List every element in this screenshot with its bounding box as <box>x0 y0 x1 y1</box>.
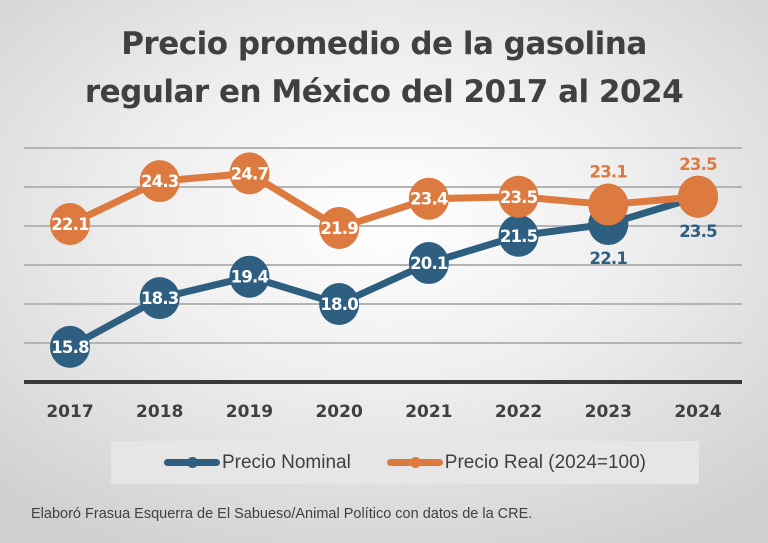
x-tick-label: 2020 <box>315 402 362 422</box>
x-tick-label: 2024 <box>674 402 721 422</box>
data-label: 24.7 <box>231 164 269 183</box>
chart-title: Precio promedio de la gasolina regular e… <box>0 20 768 116</box>
data-point <box>139 277 180 320</box>
data-point <box>498 214 539 257</box>
data-point <box>229 255 270 298</box>
data-label: 23.5 <box>679 155 717 174</box>
data-label: 22.1 <box>51 215 89 234</box>
data-label: 18.0 <box>320 295 358 314</box>
data-point <box>50 203 90 246</box>
data-label: 22.1 <box>590 249 628 268</box>
data-point <box>588 183 629 226</box>
data-point <box>50 325 90 368</box>
legend-label-nominal: Precio Nominal <box>221 451 351 473</box>
legend-marker-real <box>386 456 443 468</box>
data-label: 23.4 <box>410 190 448 209</box>
x-tick-label: 2023 <box>585 402 632 422</box>
data-label: 21.5 <box>500 227 538 246</box>
title-line-1: Precio promedio de la gasolina <box>121 26 647 62</box>
data-point <box>408 177 449 220</box>
x-tick-label: 2018 <box>136 402 183 422</box>
data-label: 23.5 <box>500 188 538 207</box>
source-note: Elaboró Frasua Esquerra de El Sabueso/An… <box>31 506 533 522</box>
legend: Precio Nominal Precio Real (2024=100) <box>111 441 699 484</box>
data-point <box>408 242 449 285</box>
data-point <box>319 206 360 249</box>
data-label: 20.1 <box>410 254 448 273</box>
data-label: 23.5 <box>679 222 717 241</box>
legend-item-real[interactable]: Precio Real (2024=100) <box>386 451 647 474</box>
title-line-2: regular en México del 2017 al 2024 <box>84 74 684 110</box>
x-tick-label: 2017 <box>46 402 93 422</box>
data-point <box>139 160 180 203</box>
data-label: 23.1 <box>590 163 628 182</box>
data-label: 24.3 <box>141 172 179 191</box>
x-tick-label: 2019 <box>226 402 273 422</box>
data-point <box>229 152 270 195</box>
legend-item-nominal[interactable]: Precio Nominal <box>163 451 351 474</box>
data-label: 21.9 <box>320 219 358 238</box>
x-tick-label: 2021 <box>405 402 452 422</box>
data-label: 15.8 <box>51 338 89 357</box>
data-point <box>498 175 539 218</box>
x-tick-label: 2022 <box>495 402 542 422</box>
legend-label-real: Precio Real (2024=100) <box>444 451 647 473</box>
legend-marker-nominal <box>163 456 220 468</box>
data-point <box>678 175 718 218</box>
data-label: 19.4 <box>231 268 269 287</box>
data-label: 18.3 <box>141 289 179 308</box>
line-chart: 2017 2018 2019 2020 2021 2022 2023 2024 15.8 18.3… <box>24 147 742 422</box>
data-point <box>319 283 360 325</box>
